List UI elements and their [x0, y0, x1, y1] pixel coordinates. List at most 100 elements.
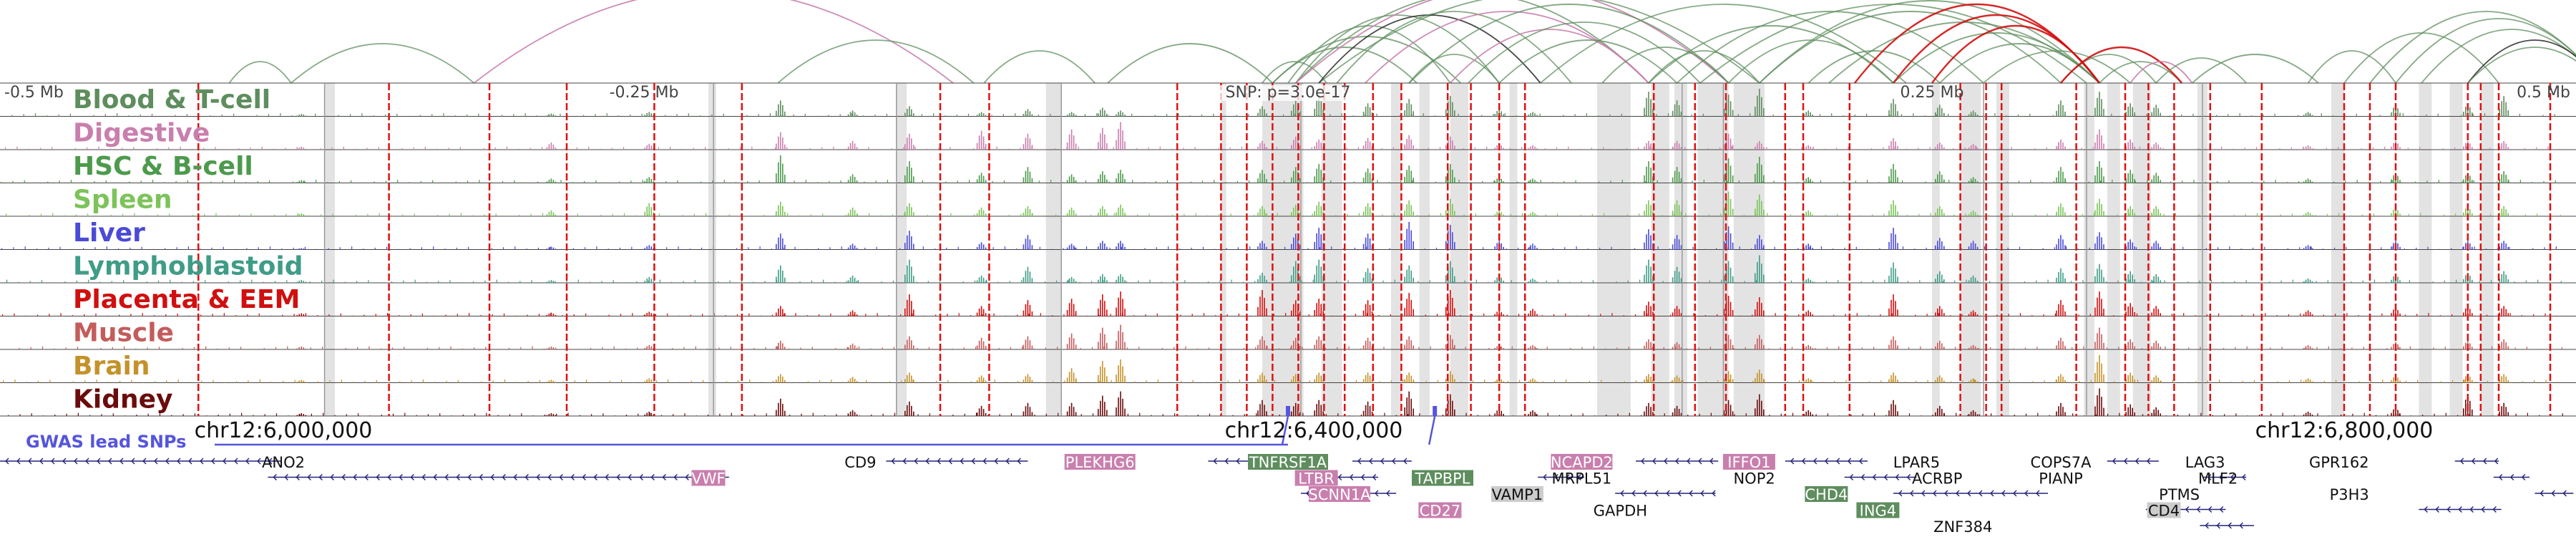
- gwas-snp-link: [1281, 415, 1289, 445]
- gwas-snp-link: [1428, 415, 1436, 445]
- gene-label: CD9: [844, 454, 876, 471]
- interaction-arc: [1272, 47, 1418, 84]
- track-label: HSC & B-cell: [73, 152, 253, 181]
- interaction-arc: [777, 39, 975, 84]
- interaction-arc: [1601, 47, 1729, 84]
- ruler-label: -0.5 Mb: [4, 84, 64, 102]
- marker-lines: [197, 83, 2552, 416]
- gwas-snp-marker: [1433, 406, 1438, 416]
- interaction-arc: [473, 0, 954, 84]
- interaction-arc: [1648, 25, 1894, 84]
- gene-label: LAG3: [2185, 454, 2225, 471]
- track-label: Muscle: [73, 319, 174, 348]
- interaction-arc: [2155, 57, 2247, 84]
- gene-label: TNFRSF1A: [1249, 454, 1327, 471]
- gene-label: GPR162: [2309, 454, 2369, 471]
- ruler-label: 0.25 Mb: [1901, 84, 1964, 102]
- coordinate-label: chr12:6,800,000: [2255, 418, 2434, 443]
- interaction-arc: [1676, 11, 1984, 84]
- ruler-label: 0.5 Mb: [2517, 84, 2570, 102]
- interaction-arc: [1450, 29, 1649, 84]
- gene-label: CHD4: [1805, 486, 1848, 503]
- gene-label: IFFO1: [1727, 454, 1770, 471]
- interaction-arc: [1408, 4, 1729, 84]
- gene-strand-arrows: [273, 474, 723, 480]
- gene-strand-arrows: [2459, 458, 2499, 465]
- interaction-arc: [228, 61, 292, 84]
- interaction-arc: [2060, 46, 2183, 84]
- gene-highlight: [1064, 454, 1136, 470]
- gene-strand-arrows: [2205, 522, 2243, 529]
- signal-track: [0, 255, 2576, 283]
- interaction-arc: [1983, 50, 2131, 84]
- track-label: Blood & T-cell: [73, 85, 270, 115]
- gene-label: P3H3: [2330, 486, 2369, 503]
- signal-track: [0, 155, 2576, 183]
- track-labels: Blood & T-cell Digestive HSC & B-cell Splee…: [73, 85, 303, 415]
- gene-label: TAPBPL: [1415, 470, 1470, 488]
- interaction-arc: [2395, 18, 2576, 84]
- interaction-arc: [2467, 39, 2576, 84]
- track-label: Placenta & EEM: [73, 285, 300, 314]
- interaction-arc: [983, 50, 1096, 84]
- gene-strand-arrows: [1620, 490, 1716, 497]
- interaction-arc: [1759, 0, 2100, 84]
- signal-track: [0, 191, 2576, 216]
- gene-label: ING4: [1860, 503, 1897, 520]
- gene-label: ACRBP: [1912, 470, 1962, 488]
- gene-label: LTBR: [1298, 470, 1335, 488]
- ruler-label: -0.25 Mb: [610, 84, 679, 102]
- gene-highlight: [1491, 486, 1543, 502]
- interaction-arc: [1540, 4, 1907, 84]
- interaction-arc: [2307, 50, 2396, 84]
- signal-track: [0, 222, 2576, 250]
- signal-tracks: [0, 82, 2576, 417]
- gene-highlight: [1722, 454, 1775, 470]
- interaction-arc: [2129, 61, 2193, 84]
- interaction-arc: [1648, 50, 1760, 84]
- interaction-arc: [1468, 21, 1701, 84]
- gene-highlight: [1294, 470, 1338, 486]
- interaction-arc: [2099, 61, 2182, 84]
- gene-highlight: [1805, 486, 1848, 502]
- gene-label: ANO2: [262, 454, 305, 471]
- gene-label: NCAPD2: [1551, 454, 1613, 471]
- ruler: -0.5 Mb -0.25 Mb SNP: p=3.0e-17 0.25 Mb 0.5 …: [4, 84, 2570, 102]
- interaction-arc: [1295, 14, 1500, 84]
- coordinate-label: chr12:6,000,000: [195, 418, 373, 443]
- gene-label: ZNF384: [1933, 518, 1992, 536]
- gene-label: LPAR5: [1893, 454, 1940, 471]
- gene-highlight: [1248, 454, 1328, 470]
- interaction-arc: [1931, 25, 2100, 84]
- interaction-arc: [2421, 29, 2576, 84]
- interaction-arc: [1287, 25, 1451, 84]
- interaction-arc: [1107, 43, 1274, 84]
- gene-highlight: [1412, 470, 1473, 486]
- gene-label: VAMP1: [1492, 486, 1543, 503]
- track-label: Kidney: [73, 385, 173, 415]
- signal-track: [0, 89, 2576, 117]
- gene-highlight: [691, 470, 726, 486]
- gene-strand-arrows: [2112, 458, 2151, 465]
- gene-label: MRPL51: [1552, 470, 1612, 488]
- gene-label: CD27: [1420, 503, 1461, 520]
- gene-highlight: [1856, 502, 1900, 518]
- coordinate-label: chr12:6,400,000: [1225, 418, 1403, 443]
- signal-track: [0, 290, 2576, 316]
- interaction-arc: [2467, 47, 2576, 84]
- interaction-arc: [1498, 39, 1678, 84]
- gene-strand-arrows: [1898, 490, 2040, 497]
- gene-label: PLEKHG6: [1065, 454, 1135, 471]
- gene-strand-arrows: [5, 458, 273, 465]
- gene-label: SCNN1A: [1308, 486, 1371, 503]
- track-label: Lymphoblastoid: [73, 252, 303, 281]
- gene-label: NOP2: [1733, 470, 1775, 488]
- gene-strand-arrows: [2498, 474, 2526, 480]
- gwas-label: GWAS lead SNPs: [26, 432, 186, 452]
- track-label: Spleen: [73, 185, 172, 215]
- gene-label: GAPDH: [1594, 503, 1647, 520]
- gene-highlight: [2147, 502, 2181, 518]
- interaction-arc: [1807, 50, 1941, 84]
- gene-strand-arrows: [2540, 490, 2567, 497]
